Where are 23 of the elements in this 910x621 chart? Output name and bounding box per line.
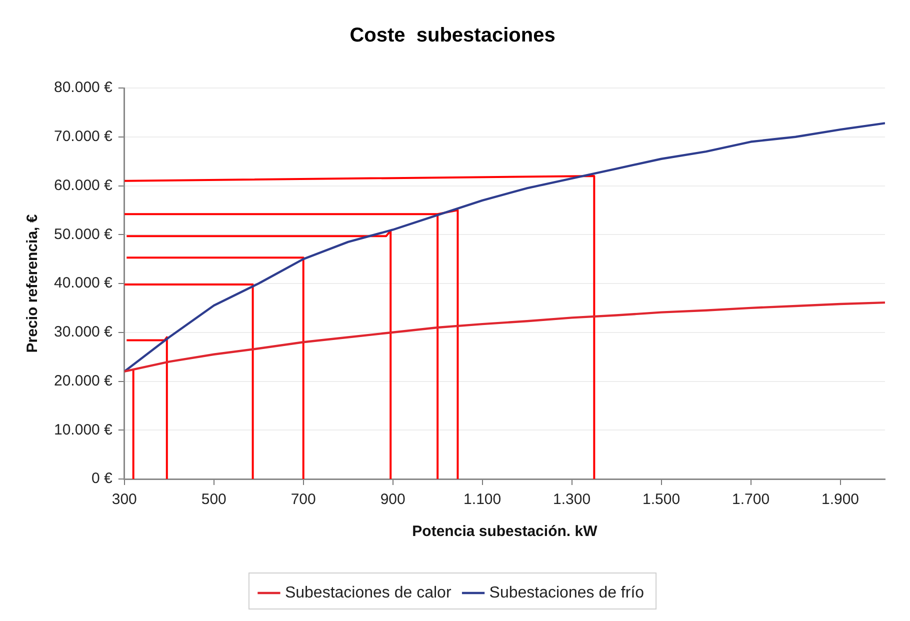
y-tick-label: 80.000 €	[54, 79, 114, 96]
x-tick-label: 300	[112, 491, 137, 508]
chart-title: Coste subestaciones	[350, 24, 556, 47]
x-tick-label: 500	[201, 491, 226, 508]
legend-label: Subestaciones de frío	[489, 584, 644, 602]
y-tick-label: 50.000 €	[54, 226, 114, 243]
y-axis-title: Precio referencia, €	[24, 214, 42, 353]
x-tick-label: 1.900	[821, 491, 860, 508]
x-tick-label: 1.500	[642, 491, 680, 508]
y-tick-label: 20.000 €	[54, 372, 114, 390]
y-tick-label: 60.000 €	[54, 176, 114, 194]
x-tick-label: 1.700	[732, 491, 770, 508]
x-tick-label: 700	[290, 491, 316, 508]
x-tick-label: 900	[380, 491, 406, 508]
x-axis-title: Potencia subestación. kW	[412, 523, 598, 540]
legend-label: Subestaciones de calor	[284, 584, 452, 602]
x-tick-label: 1.100	[464, 491, 502, 508]
x-tick-label: 1.300	[553, 491, 591, 508]
y-tick-label: 70.000 €	[54, 128, 114, 146]
y-tick-label: 10.000 €	[54, 421, 114, 438]
y-tick-label: 40.000 €	[54, 274, 114, 292]
y-tick-label: 30.000 €	[54, 324, 114, 341]
y-tick-label: 0 €	[92, 470, 114, 488]
